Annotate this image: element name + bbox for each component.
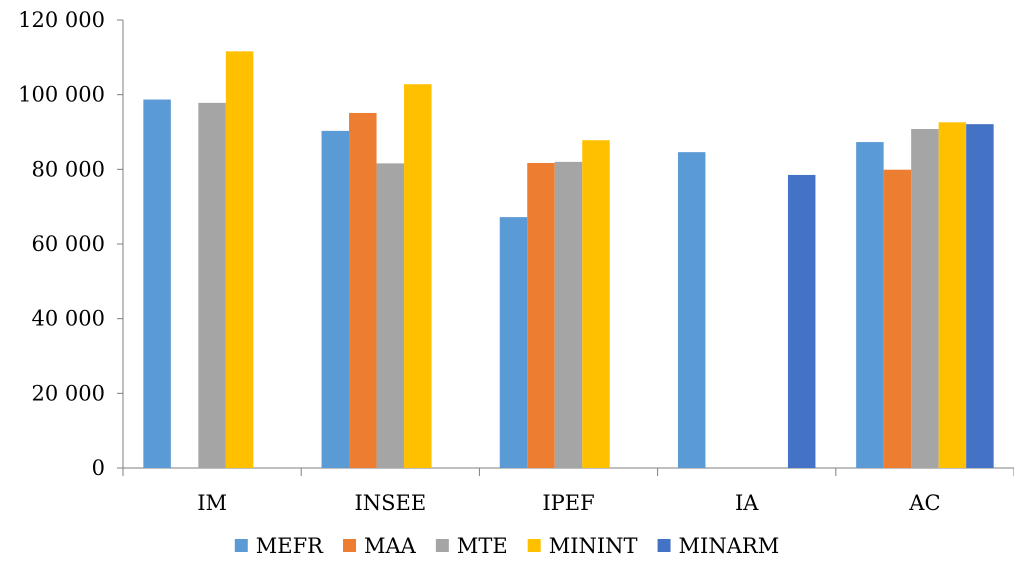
legend: MEFR MAA MTE MININT MINARM: [234, 534, 780, 558]
legend-swatch-mefr: [234, 539, 248, 552]
bar-maa-insee: [349, 112, 377, 469]
x-category-label: IA: [735, 491, 759, 515]
bar-minint-im: [225, 51, 254, 469]
bar-maa-ac: [883, 169, 912, 468]
y-tick-label: 100 000: [18, 83, 105, 107]
x-axis: IM INSEE IPEF IA AC: [122, 467, 1014, 515]
y-tick-label: 40 000: [32, 307, 105, 331]
bar-minint-ac: [938, 122, 967, 468]
bar-mefr-insee: [321, 130, 350, 468]
bar-mte-im: [198, 102, 226, 468]
legend-label: MTE: [457, 534, 508, 558]
legend-label: MAA: [364, 534, 417, 558]
legend-swatch-maa: [343, 539, 357, 552]
legend-swatch-mte: [435, 539, 449, 552]
bar-mefr-ac: [856, 142, 884, 468]
bar-minint-ipef: [582, 140, 610, 469]
bar-minint-insee: [404, 84, 432, 469]
bar-mte-insee: [376, 163, 405, 469]
legend-swatch-minint: [527, 539, 541, 552]
x-category-label: IM: [197, 491, 227, 515]
x-category-label: IPEF: [542, 491, 594, 515]
bar-mefr-ia: [677, 152, 706, 468]
bar-mte-ac: [911, 129, 939, 468]
legend-label: MEFR: [256, 534, 324, 558]
bars-group: [143, 51, 994, 469]
y-tick-label: 0: [92, 456, 105, 480]
bar-mefr-ipef: [499, 217, 528, 468]
bar-minarm-ac: [966, 124, 994, 468]
x-category-label: INSEE: [354, 491, 426, 515]
x-category-label: AC: [908, 491, 940, 515]
bar-maa-ipef: [527, 162, 555, 468]
y-axis: 0 20 000 40 000 60 000 80 000 100 000 120 000: [18, 8, 124, 480]
legend-label: MININT: [549, 534, 638, 558]
y-tick-label: 60 000: [32, 232, 105, 256]
bar-mefr-im: [143, 99, 171, 469]
y-tick-label: 80 000: [32, 157, 105, 181]
legend-label: MINARM: [679, 534, 780, 558]
bar-minarm-ia: [787, 174, 816, 468]
bar-mte-ipef: [554, 161, 583, 468]
legend-swatch-minarm: [657, 539, 671, 552]
y-tick-label: 120 000: [18, 8, 105, 32]
y-tick-label: 20 000: [32, 381, 105, 405]
